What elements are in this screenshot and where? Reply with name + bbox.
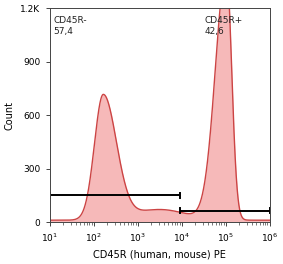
Text: CD45R-
57,4: CD45R- 57,4	[53, 16, 87, 36]
Text: CD45R+
42,6: CD45R+ 42,6	[204, 16, 243, 36]
Y-axis label: Count: Count	[5, 101, 15, 130]
X-axis label: CD45R (human, mouse) PE: CD45R (human, mouse) PE	[93, 249, 226, 259]
